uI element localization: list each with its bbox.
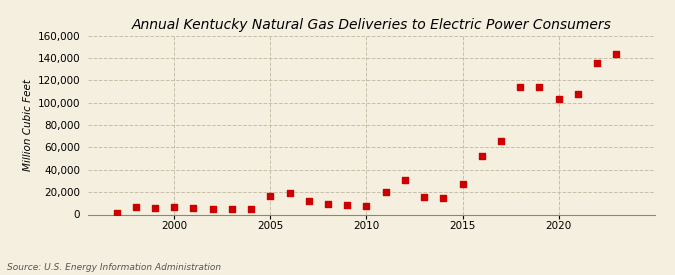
Point: [246, 207, 256, 211]
Point: [438, 196, 449, 200]
Point: [477, 154, 487, 159]
Title: Annual Kentucky Natural Gas Deliveries to Electric Power Consumers: Annual Kentucky Natural Gas Deliveries t…: [132, 18, 611, 32]
Point: [554, 97, 564, 102]
Point: [572, 92, 583, 96]
Point: [323, 202, 333, 206]
Point: [188, 206, 199, 211]
Point: [111, 211, 122, 215]
Point: [611, 51, 622, 56]
Point: [303, 198, 314, 203]
Point: [515, 85, 526, 89]
Point: [265, 193, 276, 198]
Point: [227, 207, 238, 211]
Point: [380, 190, 391, 194]
Point: [457, 182, 468, 186]
Point: [130, 205, 141, 210]
Point: [207, 207, 218, 211]
Point: [361, 204, 372, 208]
Point: [495, 139, 506, 143]
Y-axis label: Million Cubic Feet: Million Cubic Feet: [24, 79, 33, 171]
Point: [592, 60, 603, 65]
Text: Source: U.S. Energy Information Administration: Source: U.S. Energy Information Administ…: [7, 263, 221, 272]
Point: [534, 85, 545, 89]
Point: [342, 203, 352, 207]
Point: [400, 178, 410, 182]
Point: [150, 205, 161, 210]
Point: [169, 205, 180, 209]
Point: [284, 191, 295, 196]
Point: [418, 194, 429, 199]
